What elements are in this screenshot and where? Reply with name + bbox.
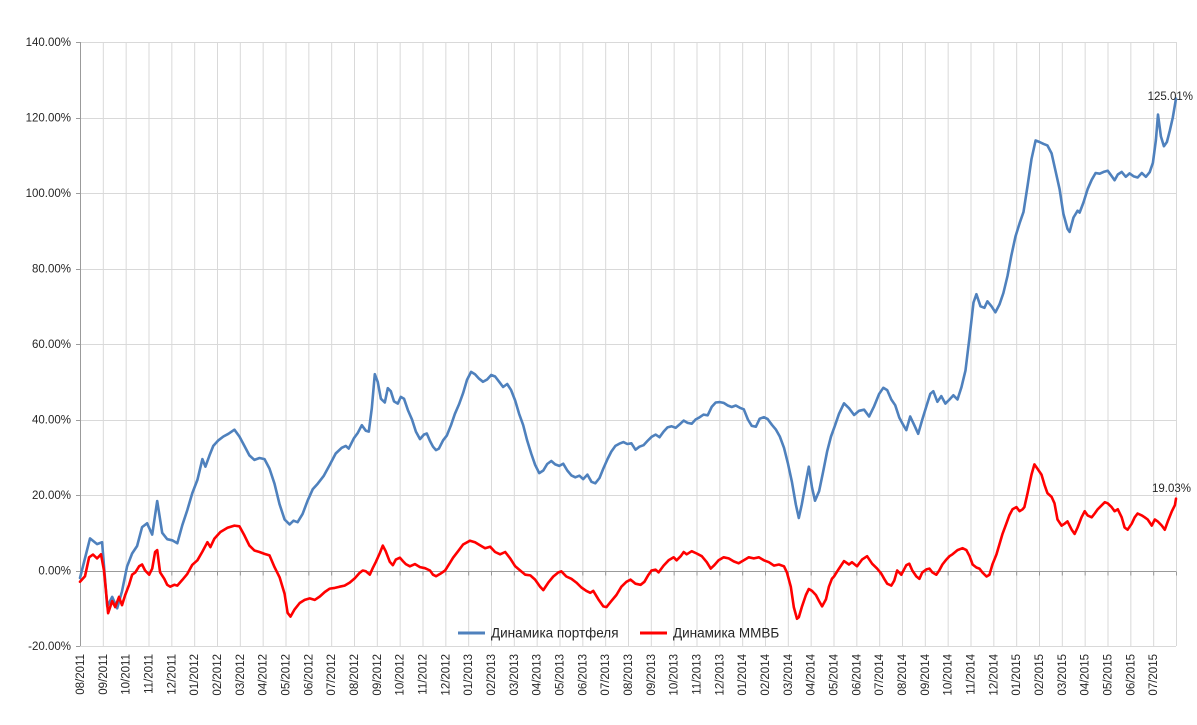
y-tick-label: 100.00% <box>26 188 71 200</box>
x-tick-label: 11/2013 <box>692 654 704 695</box>
y-tick-label: 120.00% <box>26 113 71 125</box>
x-tick-label: 06/2014 <box>851 653 863 695</box>
x-tick-label: 10/2011 <box>121 654 133 695</box>
y-tick-label: 80.00% <box>32 264 71 276</box>
x-tick-label: 12/2014 <box>988 653 1000 695</box>
x-tick-label: 06/2015 <box>1125 654 1137 696</box>
x-tick-label: 06/2012 <box>303 654 315 696</box>
gridlines <box>80 42 1177 647</box>
x-tick-label: 11/2012 <box>418 654 430 695</box>
legend-label: Динамика ММВБ <box>673 626 779 641</box>
legend-label: Динамика портфеля <box>491 626 619 641</box>
x-tick-label: 09/2013 <box>646 654 658 696</box>
x-tick-label: 04/2012 <box>258 654 270 696</box>
x-tick-label: 02/2013 <box>486 654 498 696</box>
x-tick-label: 02/2015 <box>1034 654 1046 696</box>
x-tick-label: 11/2011 <box>144 654 156 694</box>
x-tick-label: 10/2012 <box>395 654 407 696</box>
x-tick-label: 08/2014 <box>897 653 909 695</box>
portfolio-final-value-label: 125.01% <box>1148 91 1193 103</box>
x-tick-label: 08/2013 <box>623 654 635 696</box>
x-tick-label: 07/2013 <box>600 654 612 696</box>
y-tick-label: 60.00% <box>32 339 71 351</box>
x-tick-label: 12/2013 <box>714 654 726 696</box>
legend-item-portfolio: Динамика портфеля <box>458 626 619 641</box>
x-tick-label: 05/2012 <box>281 654 293 696</box>
y-tick-label: 20.00% <box>32 490 71 502</box>
x-tick-label: 03/2014 <box>783 653 795 695</box>
x-tick-label: 03/2015 <box>1057 654 1069 696</box>
x-tick-label: 09/2014 <box>920 653 932 695</box>
x-tick-label: 05/2014 <box>829 653 841 695</box>
y-axis-labels: 140.00% 120.00% 100.00% 80.00% 60.00% 40.00% 2… <box>26 37 71 653</box>
x-tick-label: 07/2012 <box>326 654 338 696</box>
mmvb-series-line <box>78 463 1178 621</box>
y-tick-label: 0.00% <box>38 566 71 578</box>
x-axis-labels: 08/2011 09/2011 10/2011 11/2011 12/2011 01/20… <box>75 653 1160 695</box>
y-tick-label: 140.00% <box>26 37 71 49</box>
y-tick-label: 40.00% <box>32 415 71 427</box>
x-tick-label: 07/2014 <box>874 653 886 695</box>
x-tick-label: 12/2011 <box>166 654 178 695</box>
x-tick-label: 03/2012 <box>235 654 247 696</box>
legend: Динамика портфеля Динамика ММВБ <box>458 626 779 641</box>
x-tick-label: 02/2012 <box>212 654 224 696</box>
x-tick-label: 01/2013 <box>463 654 475 696</box>
x-tick-label: 01/2014 <box>737 653 749 695</box>
x-tick-label: 11/2014 <box>966 653 978 694</box>
axes <box>76 42 1177 647</box>
x-tick-label: 05/2015 <box>1103 654 1115 696</box>
mmvb-final-value-label: 19.03% <box>1152 483 1191 495</box>
x-tick-label: 03/2013 <box>509 654 521 696</box>
x-tick-label: 09/2012 <box>372 654 384 696</box>
x-tick-label: 08/2011 <box>75 654 87 695</box>
x-tick-label: 12/2012 <box>440 654 452 696</box>
y-tick-label: -20.00% <box>28 641 71 653</box>
x-tick-label: 09/2011 <box>98 654 110 695</box>
x-tick-label: 10/2014 <box>943 653 955 695</box>
x-tick-label: 08/2012 <box>349 654 361 696</box>
x-tick-label: 01/2012 <box>189 654 201 696</box>
x-tick-label: 07/2015 <box>1148 654 1160 696</box>
x-tick-label: 02/2014 <box>760 653 772 695</box>
x-tick-label: 10/2013 <box>669 654 681 696</box>
x-tick-label: 06/2013 <box>577 654 589 696</box>
portfolio-series-line <box>78 97 1178 610</box>
x-tick-label: 04/2013 <box>532 654 544 696</box>
x-tick-label: 05/2013 <box>555 654 567 696</box>
x-tick-label: 04/2015 <box>1080 654 1092 696</box>
x-tick-label: 04/2014 <box>806 653 818 695</box>
x-tick-label: 01/2015 <box>1011 654 1023 696</box>
legend-item-mmvb: Динамика ММВБ <box>640 626 779 641</box>
